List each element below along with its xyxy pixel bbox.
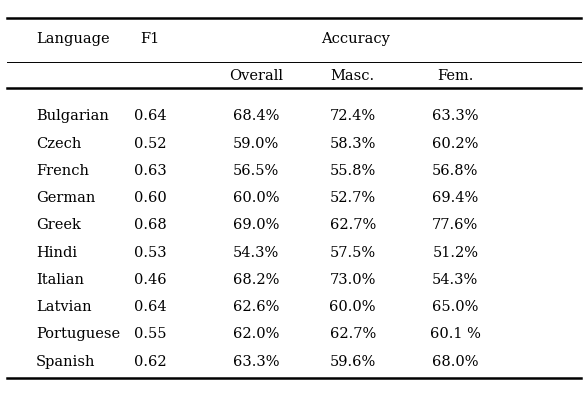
Text: 68.0%: 68.0%	[432, 354, 479, 368]
Text: 0.46: 0.46	[134, 272, 166, 286]
Text: 77.6%: 77.6%	[432, 218, 479, 232]
Text: 60.0%: 60.0%	[233, 191, 279, 205]
Text: 0.60: 0.60	[134, 191, 166, 205]
Text: 60.1 %: 60.1 %	[430, 326, 481, 340]
Text: German: German	[36, 191, 95, 205]
Text: Latvian: Latvian	[36, 300, 92, 313]
Text: 0.64: 0.64	[134, 109, 166, 123]
Text: 68.4%: 68.4%	[233, 109, 279, 123]
Text: Greek: Greek	[36, 218, 81, 232]
Text: 0.52: 0.52	[134, 136, 166, 150]
Text: 58.3%: 58.3%	[329, 136, 376, 150]
Text: 0.64: 0.64	[134, 300, 166, 313]
Text: Italian: Italian	[36, 272, 84, 286]
Text: 54.3%: 54.3%	[233, 245, 279, 259]
Text: 51.2%: 51.2%	[432, 245, 478, 259]
Text: 62.7%: 62.7%	[329, 218, 376, 232]
Text: 60.0%: 60.0%	[329, 300, 376, 313]
Text: Fem.: Fem.	[437, 69, 473, 83]
Text: 65.0%: 65.0%	[432, 300, 479, 313]
Text: Spanish: Spanish	[36, 354, 95, 368]
Text: 54.3%: 54.3%	[432, 272, 479, 286]
Text: 62.6%: 62.6%	[233, 300, 279, 313]
Text: 52.7%: 52.7%	[330, 191, 376, 205]
Text: 0.55: 0.55	[134, 326, 166, 340]
Text: 69.0%: 69.0%	[233, 218, 279, 232]
Text: 62.0%: 62.0%	[233, 326, 279, 340]
Text: Bulgarian: Bulgarian	[36, 109, 109, 123]
Text: French: French	[36, 164, 89, 178]
Text: 0.53: 0.53	[134, 245, 166, 259]
Text: 56.8%: 56.8%	[432, 164, 479, 178]
Text: 72.4%: 72.4%	[330, 109, 376, 123]
Text: Hindi: Hindi	[36, 245, 77, 259]
Text: 63.3%: 63.3%	[233, 354, 279, 368]
Text: Masc.: Masc.	[330, 69, 375, 83]
Text: Language: Language	[36, 32, 109, 46]
Text: 62.7%: 62.7%	[329, 326, 376, 340]
Text: Overall: Overall	[229, 69, 283, 83]
Text: 73.0%: 73.0%	[329, 272, 376, 286]
Text: 69.4%: 69.4%	[432, 191, 479, 205]
Text: Czech: Czech	[36, 136, 81, 150]
Text: 59.6%: 59.6%	[329, 354, 376, 368]
Text: F1: F1	[141, 32, 160, 46]
Text: 60.2%: 60.2%	[432, 136, 479, 150]
Text: 56.5%: 56.5%	[233, 164, 279, 178]
Text: 0.62: 0.62	[134, 354, 166, 368]
Text: 55.8%: 55.8%	[329, 164, 376, 178]
Text: 68.2%: 68.2%	[233, 272, 279, 286]
Text: 0.63: 0.63	[134, 164, 166, 178]
Text: 63.3%: 63.3%	[432, 109, 479, 123]
Text: 59.0%: 59.0%	[233, 136, 279, 150]
Text: 0.68: 0.68	[134, 218, 166, 232]
Text: Accuracy: Accuracy	[321, 32, 390, 46]
Text: 57.5%: 57.5%	[330, 245, 376, 259]
Text: Portuguese: Portuguese	[36, 326, 120, 340]
